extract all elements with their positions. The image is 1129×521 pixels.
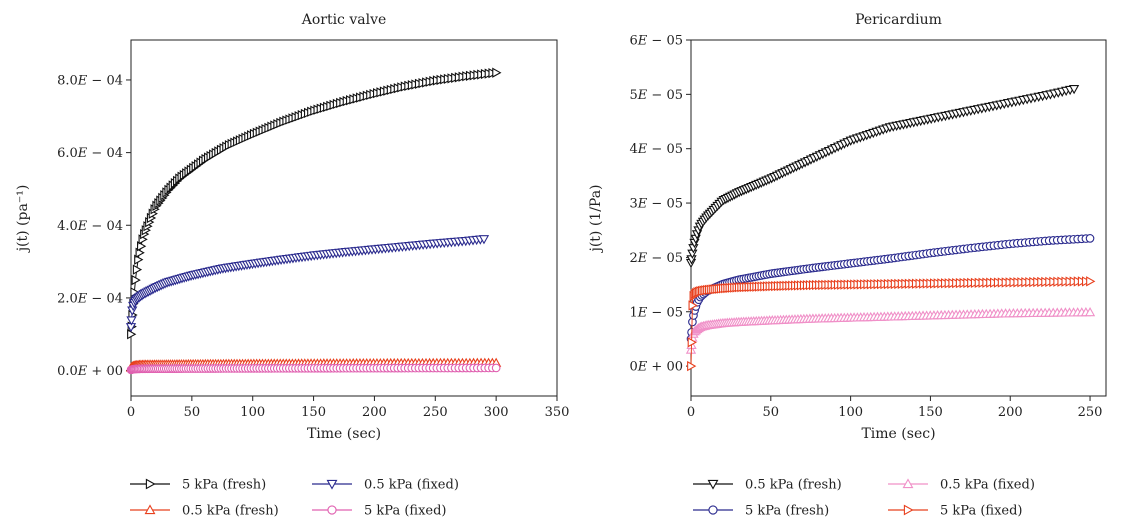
legend-marker: [902, 478, 914, 489]
y-tick-label: 3E − 05: [630, 197, 683, 212]
legend-item: 5 kPa (fixed): [888, 504, 1023, 519]
data-point: [1084, 306, 1096, 317]
y-tick-label: 0.0E + 00: [57, 364, 123, 379]
y-tick-label: 6.0E − 04: [57, 146, 123, 161]
legend-label: 5 kPa (fixed): [940, 504, 1023, 519]
y-tick-label: 4.0E − 04: [57, 219, 123, 234]
legend-marker: [144, 504, 156, 515]
legend-label: 0.5 kPa (fixed): [364, 478, 459, 493]
legend-marker: [707, 479, 719, 490]
series-line: [690, 88, 1075, 263]
data-point: [127, 329, 137, 340]
data-point: [132, 264, 143, 275]
aortic-valve-chart: Aortic valve 0 50 100 150 200 250 300 350 0.0E + …: [15, 12, 569, 519]
series-0-5-kpa-fresh-: [685, 85, 1080, 269]
y-axis-title: j(t) (pa⁻¹): [15, 185, 31, 254]
data-point: [1086, 276, 1096, 287]
series-5-kpa-fresh-: [686, 234, 1095, 344]
x-tick-label: 150: [301, 405, 326, 420]
legend-marker: [903, 504, 914, 516]
x-tick-label: 100: [240, 405, 265, 420]
legend: 0.5 kPa (fresh) 5 kPa (fresh) 0.5 kPa (fix…: [693, 478, 1035, 519]
data-point: [687, 360, 697, 372]
x-tick-label: 300: [484, 405, 509, 420]
data-point: [131, 274, 141, 286]
legend-item: 0.5 kPa (fixed): [312, 478, 459, 493]
data-point: [137, 241, 147, 252]
x-tick-label: 200: [998, 405, 1023, 420]
legend-item: 0.5 kPa (fresh): [130, 504, 279, 519]
y-tick-label: 1E − 05: [630, 305, 683, 320]
y-axis-title: j(t) (1/Pa): [588, 184, 604, 253]
y-tick-label: 0E + 00: [630, 360, 683, 375]
x-tick-label: 50: [184, 405, 201, 420]
data-point: [134, 254, 144, 265]
pericardium-chart: Pericardium 0 50 100 150 200 250 0E + 00 1E − 05…: [588, 12, 1107, 519]
x-tick-label: 0: [127, 405, 135, 420]
legend-label: 0.5 kPa (fixed): [940, 478, 1035, 493]
legend-label: 0.5 kPa (fresh): [745, 478, 842, 493]
legend-item: 5 kPa (fresh): [693, 504, 829, 519]
data-point: [1068, 85, 1080, 95]
series-5-kpa-fresh-: [127, 67, 502, 340]
x-tick-label: 100: [838, 405, 863, 420]
data-point: [478, 235, 490, 245]
series-0-5-kpa-fixed-: [685, 306, 1096, 354]
legend-item: 5 kPa (fixed): [312, 504, 447, 519]
chart-title: Aortic valve: [301, 12, 387, 28]
x-axis-title: Time (sec): [861, 426, 935, 442]
y-tick-label: 8.0E − 04: [57, 73, 123, 88]
x-tick-label: 150: [918, 405, 943, 420]
legend-item: 5 kPa (fresh): [130, 478, 266, 493]
legend-label: 5 kPa (fixed): [364, 504, 447, 519]
y-tick-label: 6E − 05: [630, 34, 683, 49]
data-point: [688, 300, 698, 311]
series-5-kpa-fixed-: [687, 276, 1096, 372]
series-5-kpa-fixed-: [126, 363, 501, 375]
data-point: [126, 316, 137, 326]
chart-title: Pericardium: [855, 12, 942, 28]
legend-label: 0.5 kPa (fresh): [182, 504, 279, 519]
plot-frame: [130, 39, 558, 397]
legend-item: 0.5 kPa (fresh): [693, 478, 842, 493]
x-tick-label: 200: [362, 405, 387, 420]
legend-marker: [326, 479, 338, 490]
data-point: [687, 337, 697, 348]
y-tick-label: 5E − 05: [630, 88, 683, 103]
x-tick-label: 50: [763, 405, 780, 420]
legend-item: 0.5 kPa (fixed): [888, 478, 1035, 493]
x-tick-label: 250: [1078, 405, 1103, 420]
data-point: [1085, 234, 1095, 243]
x-tick-label: 350: [545, 405, 570, 420]
x-tick-label: 0: [687, 405, 695, 420]
y-tick-label: 2.0E − 04: [57, 291, 123, 306]
y-tick-label: 4E − 05: [630, 142, 683, 157]
data-point: [491, 363, 501, 373]
legend-marker: [708, 505, 718, 515]
y-tick-label: 2E − 05: [630, 251, 683, 266]
data-point: [492, 67, 502, 78]
legend-marker: [327, 505, 337, 515]
legend-label: 5 kPa (fresh): [182, 478, 266, 493]
legend-label: 5 kPa (fresh): [745, 504, 829, 519]
series-0-5-kpa-fixed-: [125, 235, 490, 333]
legend-marker: [145, 478, 156, 490]
legend: 5 kPa (fresh) 0.5 kPa (fresh) 0.5 kPa (fix…: [130, 478, 459, 519]
x-axis-title: Time (sec): [307, 426, 381, 442]
plot-frame: [690, 39, 1107, 397]
x-tick-label: 250: [423, 405, 448, 420]
